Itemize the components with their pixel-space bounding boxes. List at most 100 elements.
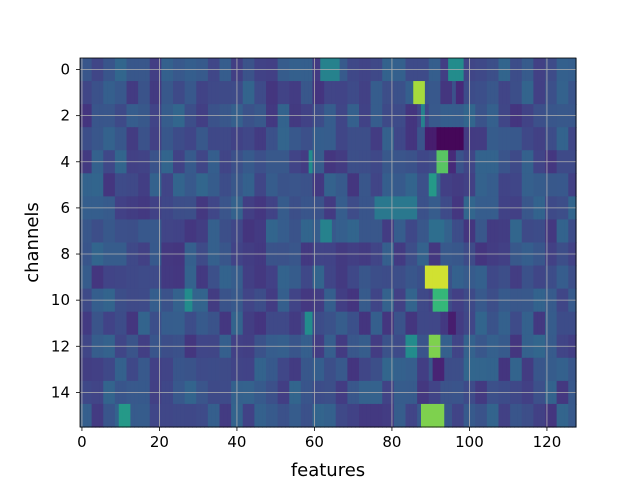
heatmap-cell bbox=[118, 173, 124, 197]
heatmap-cell bbox=[266, 81, 271, 105]
heatmap-cell bbox=[331, 357, 337, 382]
heatmap-cell bbox=[258, 403, 263, 428]
heatmap-cell bbox=[304, 81, 310, 105]
heatmap-cell bbox=[126, 219, 131, 244]
heatmap-cell bbox=[297, 265, 302, 290]
heatmap-cell bbox=[436, 403, 441, 428]
heatmap-cell bbox=[568, 311, 573, 336]
heatmap-cell bbox=[126, 127, 131, 151]
heatmap-cell bbox=[281, 173, 286, 197]
heatmap-cell bbox=[304, 219, 310, 244]
heatmap-cell bbox=[343, 311, 348, 336]
heatmap-cell bbox=[281, 357, 286, 382]
heatmap-cell bbox=[188, 357, 193, 382]
heatmap-cell bbox=[514, 219, 519, 244]
heatmap-cell bbox=[556, 173, 562, 197]
heatmap-cell bbox=[262, 403, 267, 428]
heatmap-cell bbox=[242, 219, 248, 244]
heatmap-cell bbox=[339, 311, 345, 336]
heatmap-cell bbox=[320, 81, 325, 105]
heatmap-cell bbox=[498, 81, 503, 105]
heatmap-cell bbox=[111, 219, 116, 244]
heatmap-cell bbox=[393, 265, 399, 290]
heatmap-cell bbox=[331, 311, 337, 336]
heatmap-cell bbox=[560, 311, 565, 336]
heatmap-cell bbox=[370, 219, 376, 244]
heatmap-cell bbox=[285, 81, 290, 105]
heatmap-cell bbox=[421, 403, 426, 428]
heatmap-cell bbox=[424, 265, 430, 290]
heatmap-cell bbox=[339, 127, 345, 151]
heatmap-cell bbox=[246, 403, 252, 428]
heatmap-cell bbox=[401, 265, 407, 290]
y-tick-label: 0 bbox=[60, 61, 70, 79]
heatmap-cell bbox=[293, 311, 298, 336]
heatmap-cell bbox=[424, 173, 430, 197]
heatmap-cell bbox=[359, 357, 364, 382]
heatmap-cell bbox=[382, 311, 387, 336]
heatmap-cell bbox=[452, 357, 457, 382]
heatmap-cell bbox=[184, 81, 190, 105]
heatmap-cell bbox=[107, 311, 112, 336]
heatmap-cell bbox=[517, 311, 523, 336]
heatmap-cell bbox=[316, 265, 321, 290]
heatmap-cell bbox=[548, 357, 554, 382]
heatmap-cell bbox=[366, 311, 372, 336]
heatmap-cell bbox=[118, 265, 124, 290]
heatmap-cell bbox=[393, 173, 399, 197]
heatmap-cell bbox=[300, 127, 306, 151]
heatmap-cell bbox=[556, 403, 562, 428]
heatmap-cell bbox=[521, 265, 527, 290]
heatmap-cell bbox=[277, 173, 283, 197]
heatmap-cell bbox=[486, 219, 492, 244]
heatmap-cell bbox=[444, 81, 449, 105]
heatmap-cell bbox=[386, 127, 391, 151]
heatmap-cell bbox=[320, 173, 325, 197]
heatmap-cell bbox=[262, 265, 267, 290]
heatmap-cell bbox=[452, 173, 457, 197]
heatmap-cell bbox=[537, 265, 542, 290]
heatmap-cell bbox=[510, 265, 515, 290]
heatmap-cell bbox=[281, 265, 286, 290]
heatmap-cell bbox=[273, 403, 279, 428]
heatmap-cell bbox=[424, 311, 430, 336]
heatmap-cell bbox=[273, 127, 279, 151]
heatmap-cell bbox=[362, 127, 368, 151]
heatmap-cell bbox=[219, 311, 224, 336]
heatmap-cell bbox=[204, 357, 209, 382]
heatmap-cell bbox=[548, 81, 554, 105]
heatmap-cell bbox=[417, 173, 422, 197]
heatmap-cell bbox=[421, 127, 426, 151]
heatmap-cell bbox=[134, 357, 139, 382]
heatmap-cell bbox=[328, 265, 333, 290]
heatmap-cell bbox=[316, 311, 321, 336]
heatmap-cell bbox=[111, 127, 116, 151]
heatmap-cell bbox=[207, 265, 213, 290]
heatmap-cell bbox=[103, 127, 108, 151]
heatmap-cell bbox=[130, 219, 135, 244]
heatmap-cell bbox=[285, 173, 290, 197]
heatmap-cell bbox=[413, 81, 418, 105]
heatmap-cell bbox=[238, 81, 244, 105]
heatmap-cell bbox=[409, 311, 414, 336]
heatmap-cell bbox=[149, 357, 155, 382]
heatmap-cell bbox=[277, 311, 283, 336]
heatmap-cell bbox=[176, 311, 182, 336]
heatmap-cell bbox=[331, 403, 337, 428]
heatmap-cell bbox=[529, 357, 534, 382]
heatmap-cell bbox=[215, 173, 221, 197]
heatmap-cell bbox=[362, 81, 368, 105]
heatmap-cell bbox=[231, 127, 236, 151]
heatmap-cell bbox=[405, 81, 410, 105]
heatmap-cell bbox=[269, 81, 275, 105]
heatmap-cell bbox=[293, 265, 298, 290]
heatmap-cell bbox=[219, 219, 224, 244]
heatmap-cell bbox=[359, 173, 364, 197]
heatmap-cell bbox=[417, 127, 422, 151]
heatmap-cell bbox=[87, 81, 93, 105]
heatmap-cell bbox=[161, 265, 166, 290]
heatmap-cell bbox=[95, 127, 100, 151]
heatmap-cell bbox=[273, 173, 279, 197]
heatmap-cell bbox=[277, 127, 283, 151]
heatmap-cell bbox=[242, 403, 248, 428]
